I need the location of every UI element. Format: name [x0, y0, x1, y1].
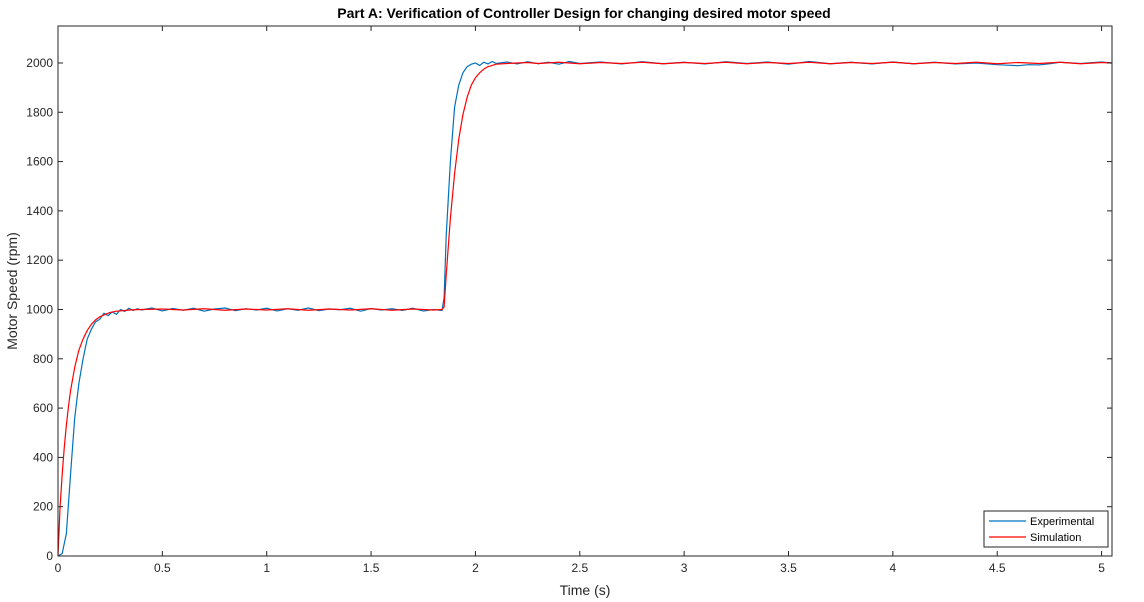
series-layer: [57, 60, 1113, 557]
axes-box: [57, 25, 1113, 557]
x-axis-label: Time (s): [560, 582, 611, 598]
y-tick-label: 1200: [26, 253, 53, 267]
y-tick-label: 1600: [26, 155, 53, 169]
y-tick-label: 800: [33, 352, 53, 366]
x-tick-label: 5: [1098, 561, 1105, 575]
x-tick-label: 2: [472, 561, 479, 575]
legend-label-experimental: Experimental: [1030, 516, 1094, 528]
legend: Experimental Simulation: [983, 510, 1109, 548]
y-tick-label: 400: [33, 450, 53, 464]
x-axis: 0 0.5 1 1.5 2 2.5 3 3.5 4 4.5 5: [55, 26, 1105, 575]
x-tick-label: 3: [681, 561, 688, 575]
y-tick-label: 1000: [26, 302, 53, 316]
chart-title: Part A: Verification of Controller Desig…: [337, 5, 830, 21]
y-tick-label: 1800: [26, 105, 53, 119]
y-axis-label: Motor Speed (rpm): [4, 232, 20, 349]
legend-label-simulation: Simulation: [1030, 532, 1081, 544]
y-tick-label: 2000: [26, 56, 53, 70]
x-tick-label: 1.5: [363, 561, 380, 575]
x-tick-label: 2.5: [571, 561, 588, 575]
y-axis: 0 200 400 600 800 1000 1200 1400 1600 1800 2000: [26, 56, 1112, 563]
x-tick-label: 0: [55, 561, 62, 575]
y-tick-label: 1400: [26, 204, 53, 218]
x-tick-label: 3.5: [780, 561, 797, 575]
legend-box: [983, 510, 1109, 548]
plot-area: [58, 26, 1112, 556]
x-tick-label: 1: [263, 561, 270, 575]
x-tick-label: 4: [890, 561, 897, 575]
x-tick-label: 4.5: [989, 561, 1006, 575]
y-tick-label: 600: [33, 401, 53, 415]
y-tick-label: 0: [46, 549, 53, 563]
x-tick-label: 0.5: [154, 561, 171, 575]
y-tick-label: 200: [33, 500, 53, 514]
series-line-simulation: [57, 61, 1113, 557]
